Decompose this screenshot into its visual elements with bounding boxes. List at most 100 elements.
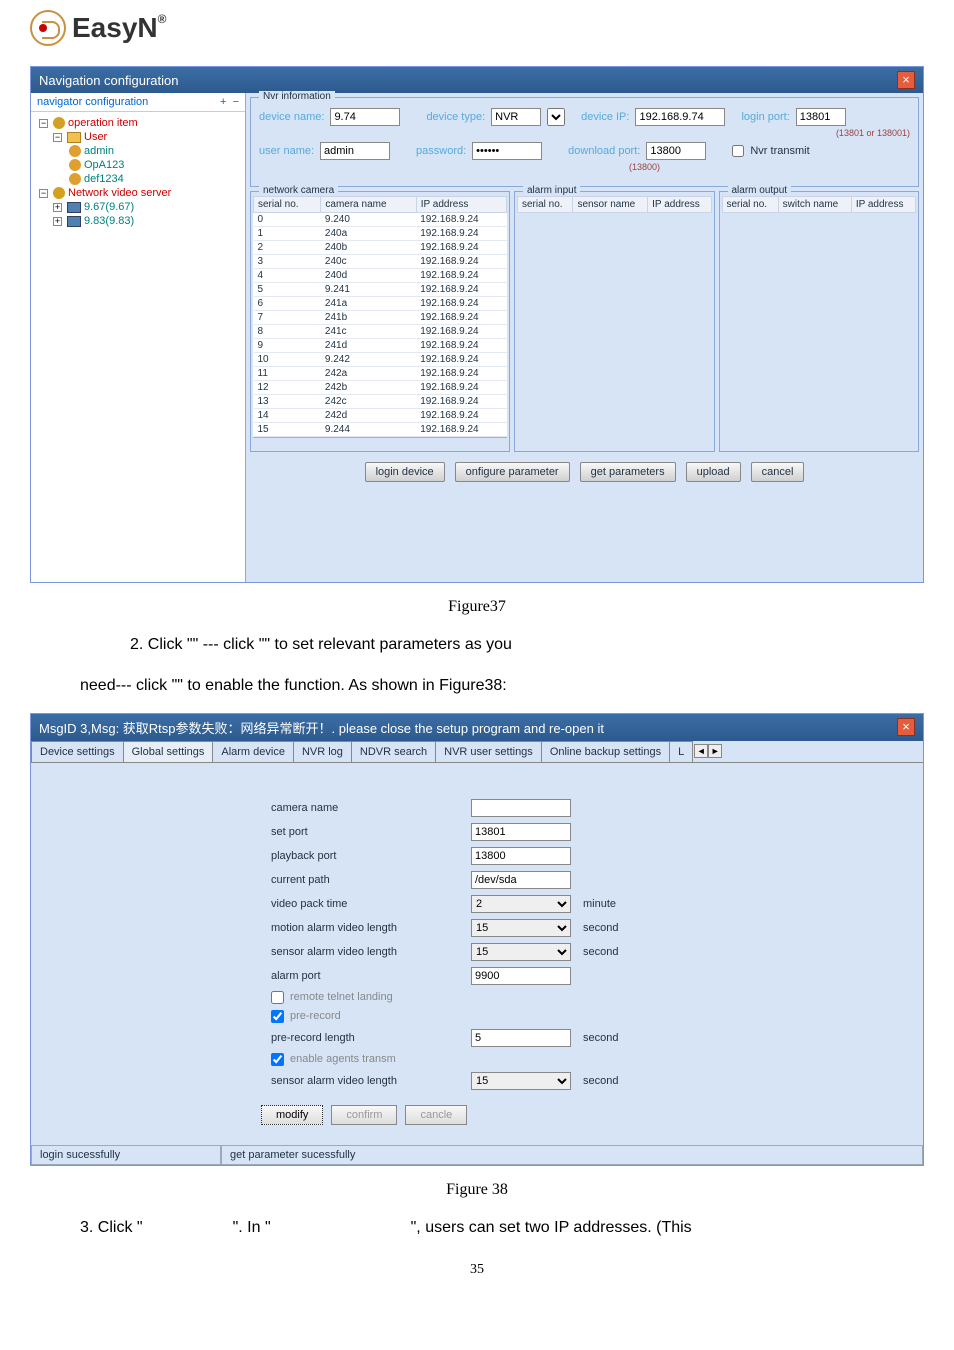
col-ip2[interactable]: IP address bbox=[648, 197, 711, 213]
status-login: login sucessfully bbox=[31, 1145, 221, 1165]
table-row[interactable]: 109.242192.168.9.24 bbox=[254, 353, 507, 367]
tab-global-settings[interactable]: Global settings bbox=[123, 741, 214, 762]
titlebar: Navigation configuration × bbox=[31, 67, 923, 93]
confirm-button[interactable]: confirm bbox=[331, 1105, 397, 1125]
table-row[interactable]: 159.244192.168.9.24 bbox=[254, 423, 507, 437]
alarm-input-table: serial no. sensor name IP address bbox=[517, 196, 712, 213]
second-unit3: second bbox=[583, 1032, 618, 1044]
tree-admin[interactable]: admin bbox=[35, 144, 241, 158]
sensor-len2-select[interactable]: 15 bbox=[471, 1072, 571, 1090]
tree-opa[interactable]: OpA123 bbox=[35, 158, 241, 172]
device-name-input[interactable] bbox=[330, 108, 400, 126]
alarm-port-label: alarm port bbox=[271, 970, 471, 982]
table-row[interactable]: 59.241192.168.9.24 bbox=[254, 283, 507, 297]
enable-agents-checkbox[interactable] bbox=[271, 1053, 284, 1066]
cancel-button2[interactable]: cancle bbox=[405, 1105, 467, 1125]
camera-table: serial no. camera name IP address 09.240… bbox=[253, 196, 507, 437]
motion-len-label: motion alarm video length bbox=[271, 922, 471, 934]
page-number: 35 bbox=[0, 1262, 954, 1278]
col-sensor[interactable]: sensor name bbox=[573, 197, 648, 213]
tree-operation-item[interactable]: −operation item bbox=[35, 116, 241, 130]
window-title: Navigation configuration bbox=[39, 73, 178, 88]
nav-header: navigator configuration + − bbox=[31, 93, 245, 112]
device-type-input[interactable] bbox=[491, 108, 541, 126]
table-row[interactable]: 13242c192.168.9.24 bbox=[254, 395, 507, 409]
col-ip[interactable]: IP address bbox=[416, 197, 506, 213]
table-row[interactable]: 11242a192.168.9.24 bbox=[254, 367, 507, 381]
current-path-input[interactable] bbox=[471, 871, 571, 889]
alarm-port-input[interactable] bbox=[471, 967, 571, 985]
table-row[interactable]: 9241d192.168.9.24 bbox=[254, 339, 507, 353]
login-device-button[interactable]: login device bbox=[365, 462, 445, 482]
table-row[interactable]: 12242b192.168.9.24 bbox=[254, 381, 507, 395]
get-parameters-button[interactable]: get parameters bbox=[580, 462, 676, 482]
port-note2: (13800) bbox=[629, 162, 660, 172]
status-bar: login sucessfully get parameter sucessfu… bbox=[31, 1145, 923, 1165]
device-ip-input[interactable] bbox=[635, 108, 725, 126]
modify-button[interactable]: modify bbox=[261, 1105, 323, 1125]
tree-nvs[interactable]: −Network video server bbox=[35, 186, 241, 200]
col-switch[interactable]: switch name bbox=[778, 197, 851, 213]
tree-n1[interactable]: +9.67(9.67) bbox=[35, 200, 241, 214]
pre-record-len-label: pre-record length bbox=[271, 1032, 471, 1044]
table-row[interactable]: 6241a192.168.9.24 bbox=[254, 297, 507, 311]
col-camera-name[interactable]: camera name bbox=[321, 197, 416, 213]
tab-alarm-device[interactable]: Alarm device bbox=[212, 741, 294, 762]
table-row[interactable]: 8241c192.168.9.24 bbox=[254, 325, 507, 339]
tab-nav: ◄ ► bbox=[692, 741, 724, 762]
col-serial[interactable]: serial no. bbox=[254, 197, 321, 213]
login-port-input[interactable] bbox=[796, 108, 846, 126]
table-row[interactable]: 1240a192.168.9.24 bbox=[254, 227, 507, 241]
alarm-output-fieldset: alarm output serial no. switch name IP a… bbox=[719, 191, 920, 452]
tab-left-icon[interactable]: ◄ bbox=[694, 744, 708, 758]
col-serial3[interactable]: serial no. bbox=[722, 197, 778, 213]
set-port-input[interactable] bbox=[471, 823, 571, 841]
col-serial2[interactable]: serial no. bbox=[518, 197, 573, 213]
alarm-output-table: serial no. switch name IP address bbox=[722, 196, 917, 213]
camera-name-input[interactable] bbox=[471, 799, 571, 817]
figure37-caption: Figure37 bbox=[0, 598, 954, 616]
tab-nvr-log[interactable]: NVR log bbox=[293, 741, 352, 762]
tab-online-backup[interactable]: Online backup settings bbox=[541, 741, 670, 762]
pre-record-len-input[interactable] bbox=[471, 1029, 571, 1047]
motion-len-select[interactable]: 15 bbox=[471, 919, 571, 937]
table-row[interactable]: 09.240192.168.9.24 bbox=[254, 213, 507, 227]
table-row[interactable]: 14242d192.168.9.24 bbox=[254, 409, 507, 423]
tab-device-settings[interactable]: Device settings bbox=[31, 741, 124, 762]
tree-n2[interactable]: +9.83(9.83) bbox=[35, 214, 241, 228]
close-icon[interactable]: × bbox=[897, 71, 915, 89]
table-row[interactable]: 4240d192.168.9.24 bbox=[254, 269, 507, 283]
configure-parameter-button[interactable]: onfigure parameter bbox=[455, 462, 570, 482]
sensor-len-select[interactable]: 15 bbox=[471, 943, 571, 961]
tree-def[interactable]: def1234 bbox=[35, 172, 241, 186]
upload-button[interactable]: upload bbox=[686, 462, 741, 482]
tab-right-icon[interactable]: ► bbox=[708, 744, 722, 758]
cancel-button[interactable]: cancel bbox=[751, 462, 805, 482]
col-ip3[interactable]: IP address bbox=[851, 197, 915, 213]
remote-telnet-checkbox[interactable] bbox=[271, 991, 284, 1004]
video-pack-select[interactable]: 2 bbox=[471, 895, 571, 913]
status-param: get parameter sucessfully bbox=[221, 1145, 923, 1165]
navigation-config-window: Navigation configuration × navigator con… bbox=[30, 66, 924, 583]
tree-user[interactable]: −User bbox=[35, 130, 241, 144]
download-port-input[interactable] bbox=[646, 142, 706, 160]
close-icon-2[interactable]: × bbox=[897, 718, 915, 736]
device-name-label: device name: bbox=[259, 111, 324, 123]
table-row[interactable]: 3240c192.168.9.24 bbox=[254, 255, 507, 269]
sensor-len-label: sensor alarm video length bbox=[271, 946, 471, 958]
nvr-transmit-checkbox[interactable] bbox=[732, 145, 744, 157]
table-row[interactable]: 7241b192.168.9.24 bbox=[254, 311, 507, 325]
tab-l[interactable]: L bbox=[669, 741, 693, 762]
tab-ndvr-search[interactable]: NDVR search bbox=[351, 741, 436, 762]
tab-nvr-user-settings[interactable]: NVR user settings bbox=[435, 741, 542, 762]
pre-record-checkbox[interactable] bbox=[271, 1010, 284, 1023]
table-row[interactable]: 2240b192.168.9.24 bbox=[254, 241, 507, 255]
password-input[interactable] bbox=[472, 142, 542, 160]
scroll-bar[interactable] bbox=[253, 437, 507, 449]
device-ip-label: device IP: bbox=[581, 111, 629, 123]
device-type-select[interactable] bbox=[547, 108, 565, 126]
enable-agents-label: enable agents transm bbox=[290, 1053, 490, 1065]
user-name-input[interactable] bbox=[320, 142, 390, 160]
fieldset-legend: Nvr information bbox=[259, 91, 335, 102]
playback-port-input[interactable] bbox=[471, 847, 571, 865]
